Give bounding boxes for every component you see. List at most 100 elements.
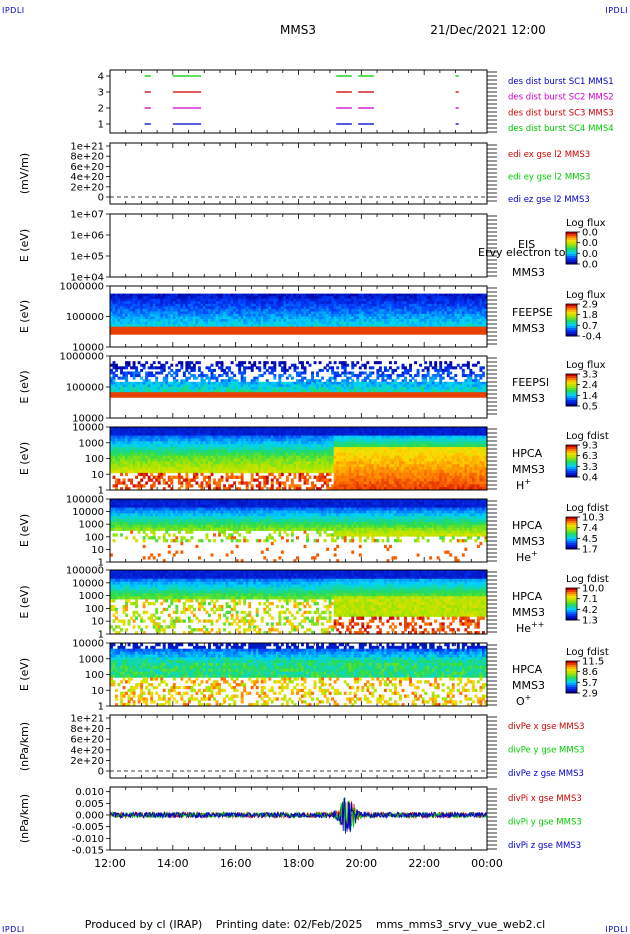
- colorbar-title: Log fdist: [566, 503, 609, 514]
- y-tick-label: 10000: [72, 639, 104, 650]
- colorbar-tick-label: 2.9: [582, 300, 598, 311]
- instrument-label: HPCA: [512, 663, 543, 676]
- colorbar-tick-label: -0.4: [582, 332, 602, 343]
- corner-label-top-left: IPDLI: [2, 6, 25, 15]
- x-tick-label: 14:00: [157, 857, 189, 870]
- y-axis-label: E (eV): [18, 370, 31, 403]
- legend-entry: divPi z gse MMS3: [508, 841, 581, 851]
- header-spacecraft: MMS3: [280, 23, 316, 37]
- legend-entry: edi ez gse l2 MMS3: [508, 195, 590, 205]
- species-label: He+: [516, 549, 538, 564]
- colorbar-tick-label: 1.7: [582, 545, 598, 556]
- footer: Produced by cl (IRAP) Printing date: 02/…: [0, 918, 630, 931]
- y-tick-label: 1000: [79, 520, 104, 531]
- colorbar-title: Log fdist: [566, 574, 609, 585]
- footer-produced-by: Produced by cl (IRAP): [84, 918, 203, 931]
- y-tick-label: 100000: [66, 312, 104, 323]
- y-tick-label: 10: [91, 470, 104, 481]
- instrument-label: EIS: [518, 238, 535, 251]
- colorbar-tick-label: 2.9: [582, 689, 598, 700]
- colorbar-title: Log fdist: [566, 647, 609, 658]
- y-tick-label: 10000: [72, 507, 104, 518]
- y-tick-label: 1e+04: [70, 273, 104, 284]
- legend-entry: edi ex gse l2 MMS3: [508, 150, 590, 160]
- y-tick-label: 1e+21: [70, 714, 104, 725]
- colorbar-tick-label: 10.0: [582, 584, 604, 595]
- colorbar-tick-label: 4.5: [582, 534, 598, 545]
- colorbar-tick-label: 1.3: [582, 616, 598, 627]
- species-label: H+: [516, 477, 531, 492]
- corner-label-bottom-left: IPDLI: [2, 925, 25, 934]
- legend-entry: divPe x gse MMS3: [508, 722, 585, 732]
- y-tick-label: 4e+20: [70, 745, 104, 756]
- instrument-label: FEEPSI: [512, 376, 549, 389]
- colorbar: [565, 444, 578, 478]
- y-axis-label: E (eV): [18, 300, 31, 333]
- y-tick-label: 1000: [79, 654, 104, 665]
- colorbar-title: Log flux: [566, 360, 606, 371]
- legend-entry: divPi y gse MMS3: [508, 818, 582, 828]
- colorbar-tick-label: 8.6: [582, 667, 598, 678]
- legend-entry: edi ey gse l2 MMS3: [508, 173, 590, 183]
- colorbar-tick-label: 0.7: [582, 321, 598, 332]
- colorbar: [565, 516, 578, 550]
- y-tick-label: 100: [85, 604, 104, 615]
- colorbar-tick-label: 10.3: [582, 513, 604, 524]
- y-tick-label: 1: [98, 702, 104, 713]
- species-label: O+: [516, 693, 531, 708]
- y-tick-label: 100: [85, 670, 104, 681]
- corner-label-bottom-right: IPDLI: [605, 925, 628, 934]
- colorbar-tick-label: 9.3: [582, 441, 598, 452]
- y-tick-label: 1: [98, 120, 104, 131]
- legend-entry: divPi x gse MMS3: [508, 794, 582, 804]
- spacecraft-label: MMS3: [512, 266, 545, 279]
- legend-entry: divPe z gse MMS3: [508, 769, 584, 779]
- instrument-label: HPCA: [512, 519, 543, 532]
- y-tick-label: 1000000: [59, 282, 104, 293]
- colorbar: [565, 303, 578, 337]
- corner-label-top-right: IPDLI: [605, 6, 628, 15]
- spectrogram-cells: [110, 427, 488, 491]
- y-axis-label: (mV/m): [18, 153, 31, 194]
- colorbar: [565, 231, 578, 265]
- y-tick-label: 10000: [72, 414, 104, 425]
- panel-des-burst: 4 3 2 1 des dist burst SC1 MMS1 des dist burs…: [98, 69, 614, 134]
- y-tick-label: 2e+20: [70, 756, 104, 767]
- x-tick-label: 22:00: [408, 857, 440, 870]
- y-tick-label: -0.015: [72, 846, 104, 857]
- y-tick-label: 8e+20: [70, 724, 104, 735]
- y-axis-label: E (eV): [18, 442, 31, 475]
- colorbar-tick-label: 3.3: [582, 462, 598, 473]
- y-tick-label: 10000: [72, 423, 104, 434]
- y-axis-label: (nPa/km): [18, 794, 31, 843]
- colorbar-tick-label: 7.4: [582, 523, 598, 534]
- spacecraft-label: MMS3: [512, 322, 545, 335]
- panel-feepse: 1000000 100000 10000 E (eV) FEEPSE MMS3 Log fl…: [18, 282, 606, 354]
- y-tick-label: 100: [85, 454, 104, 465]
- y-tick-label: 1000000: [59, 352, 104, 363]
- legend-entry: des dist burst SC2 MMS2: [508, 93, 614, 103]
- y-tick-label: 1000: [79, 438, 104, 449]
- colorbar-title: Log flux: [566, 218, 606, 229]
- y-axis-label: E (eV): [18, 658, 31, 691]
- colorbar-title: Log flux: [566, 290, 606, 301]
- y-tick-label: 0: [98, 193, 104, 204]
- legend-entry: des dist burst SC4 MMS4: [508, 124, 614, 134]
- y-tick-label: -0.005: [72, 822, 104, 833]
- species-label: He++: [516, 620, 544, 635]
- y-tick-label: 100: [85, 532, 104, 543]
- instrument-label: HPCA: [512, 447, 543, 460]
- colorbar-tick-label: 0.0: [582, 238, 598, 249]
- colorbar: [565, 587, 578, 621]
- y-tick-label: 10000: [72, 578, 104, 589]
- x-tick-label: 16:00: [220, 857, 252, 870]
- spectrogram-cells: [110, 361, 488, 398]
- y-tick-label: 0.005: [75, 799, 104, 810]
- colorbar-tick-label: 1.8: [582, 310, 598, 321]
